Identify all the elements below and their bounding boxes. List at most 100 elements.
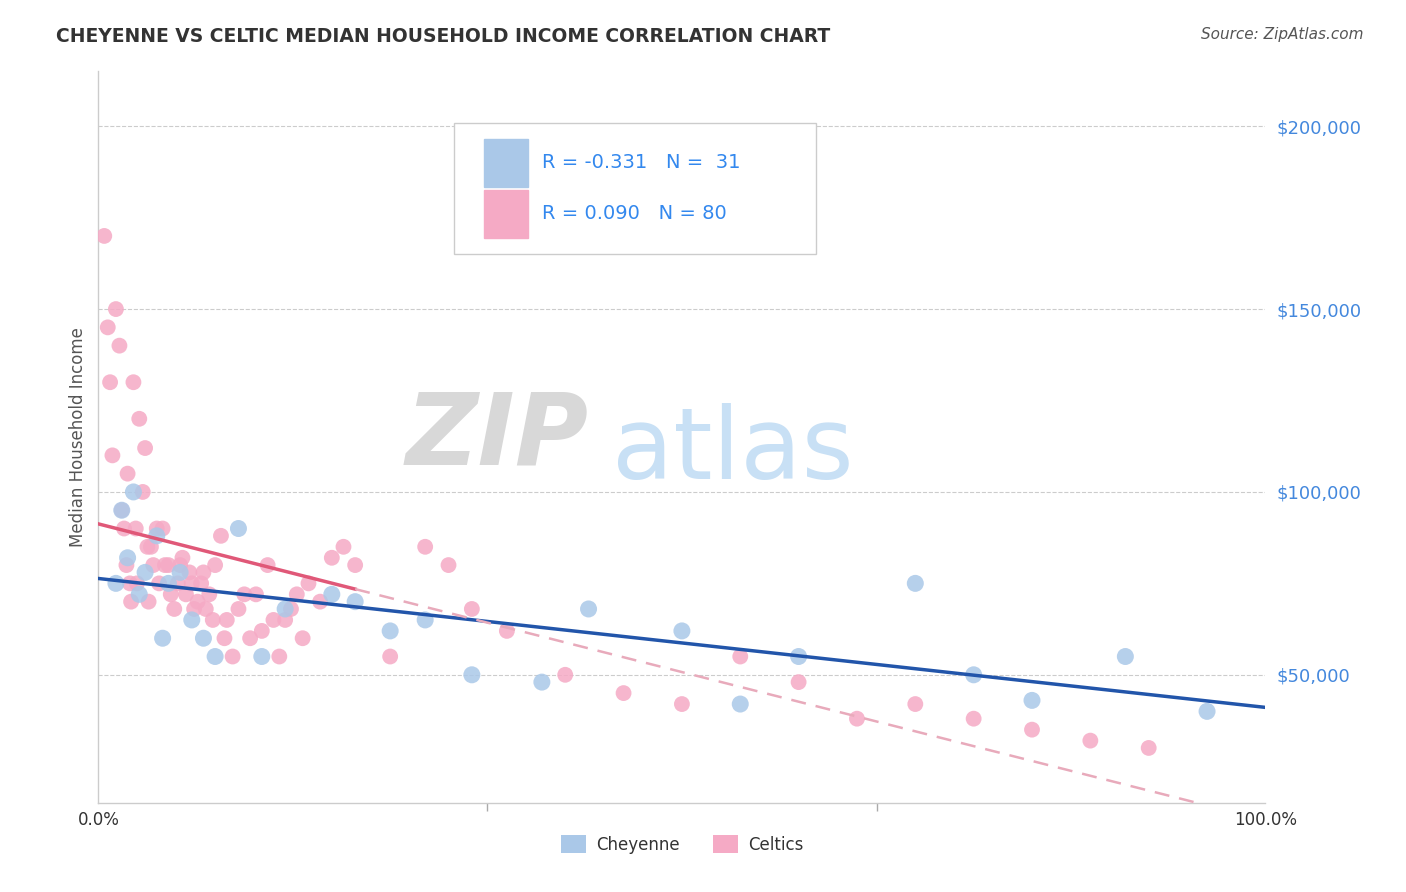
Point — [962, 712, 984, 726]
Text: ZIP: ZIP — [405, 389, 589, 485]
Point — [194, 602, 217, 616]
Point — [233, 587, 256, 601]
Point — [108, 338, 131, 352]
Point — [309, 594, 332, 608]
Bar — [484, 139, 527, 186]
Point — [117, 467, 139, 481]
Point — [111, 503, 134, 517]
Point — [380, 649, 402, 664]
Point — [180, 613, 202, 627]
Point — [132, 484, 155, 499]
Point — [297, 576, 319, 591]
Point — [256, 558, 278, 573]
Point — [152, 632, 174, 646]
Point — [112, 521, 135, 535]
Point — [183, 602, 205, 616]
Point — [269, 649, 291, 664]
Point — [146, 529, 169, 543]
Point — [152, 521, 174, 535]
Point — [117, 550, 139, 565]
Point — [122, 484, 145, 499]
Point — [962, 667, 984, 681]
Point — [496, 624, 519, 638]
Point — [554, 667, 576, 681]
Point — [128, 411, 150, 425]
Point — [228, 602, 250, 616]
Point — [101, 448, 124, 462]
Point — [125, 521, 148, 535]
Point — [163, 602, 186, 616]
Text: R = 0.090   N = 80: R = 0.090 N = 80 — [541, 204, 727, 224]
Point — [280, 602, 302, 616]
Y-axis label: Median Household Income: Median Household Income — [69, 327, 87, 547]
Point — [437, 558, 460, 573]
Point — [98, 375, 121, 389]
Point — [138, 594, 160, 608]
Point — [190, 576, 212, 591]
Point — [904, 576, 927, 591]
Point — [198, 587, 221, 601]
Point — [262, 613, 284, 627]
Point — [93, 228, 115, 243]
Point — [125, 576, 148, 591]
Point — [274, 602, 297, 616]
Point — [146, 521, 169, 535]
Point — [157, 558, 180, 573]
Point — [1021, 693, 1043, 707]
Point — [204, 558, 226, 573]
Point — [115, 558, 138, 573]
Point — [136, 540, 159, 554]
Point — [104, 301, 127, 317]
Point — [1021, 723, 1043, 737]
Point — [285, 587, 308, 601]
Point — [332, 540, 354, 554]
Point — [1137, 740, 1160, 755]
Point — [221, 649, 243, 664]
Point — [172, 550, 194, 565]
Point — [1195, 705, 1218, 719]
Point — [530, 675, 553, 690]
Point — [201, 613, 224, 627]
Point — [904, 697, 927, 711]
Point — [118, 576, 141, 591]
Point — [139, 540, 162, 554]
Point — [250, 624, 273, 638]
Point — [846, 712, 869, 726]
Point — [142, 558, 165, 573]
Point — [671, 697, 693, 711]
Point — [461, 602, 484, 616]
Point — [730, 697, 752, 711]
Point — [413, 540, 436, 554]
Point — [274, 613, 297, 627]
Point — [179, 566, 201, 580]
Point — [153, 558, 176, 573]
Text: R = -0.331   N =  31: R = -0.331 N = 31 — [541, 153, 741, 172]
Point — [122, 375, 145, 389]
Point — [613, 686, 636, 700]
Point — [461, 667, 484, 681]
Point — [787, 675, 810, 690]
Point — [214, 632, 236, 646]
Point — [157, 576, 180, 591]
Point — [134, 566, 156, 580]
Point — [169, 566, 191, 580]
FancyBboxPatch shape — [454, 122, 815, 254]
Point — [193, 632, 215, 646]
Point — [344, 558, 367, 573]
Point — [148, 576, 170, 591]
Point — [166, 576, 188, 591]
Point — [111, 503, 134, 517]
Point — [104, 576, 127, 591]
Text: CHEYENNE VS CELTIC MEDIAN HOUSEHOLD INCOME CORRELATION CHART: CHEYENNE VS CELTIC MEDIAN HOUSEHOLD INCO… — [56, 27, 831, 45]
Text: atlas: atlas — [612, 403, 853, 500]
Point — [174, 587, 197, 601]
Point — [730, 649, 752, 664]
Point — [159, 587, 181, 601]
Point — [787, 649, 810, 664]
Point — [239, 632, 262, 646]
Point — [128, 587, 150, 601]
Point — [169, 558, 191, 573]
Point — [291, 632, 314, 646]
Point — [120, 594, 142, 608]
Point — [209, 529, 232, 543]
